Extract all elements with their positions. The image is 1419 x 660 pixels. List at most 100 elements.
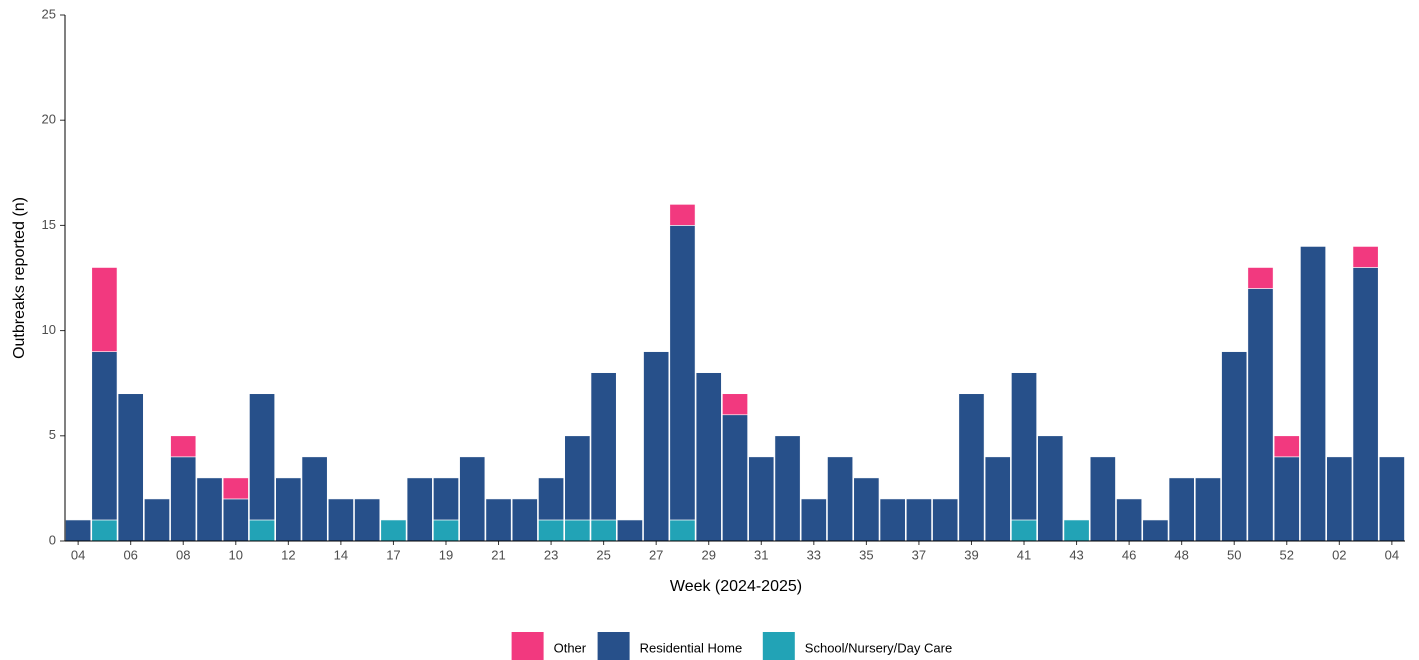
x-tick-label: 10 <box>229 547 243 562</box>
bar-segment <box>1168 477 1195 542</box>
legend-swatch <box>597 632 630 660</box>
bar-segment <box>1037 435 1064 542</box>
bar-segment <box>669 519 696 542</box>
bar-segment <box>1247 267 1274 289</box>
bar-segment <box>196 477 223 542</box>
x-tick-label: 31 <box>754 547 768 562</box>
x-tick-label: 14 <box>334 547 348 562</box>
bar-segment <box>1195 477 1221 542</box>
x-tick-label: 19 <box>439 547 453 562</box>
bar-segment <box>65 519 92 542</box>
bar-segment <box>1221 351 1248 542</box>
bar-segment <box>170 456 197 542</box>
bar-segment <box>1326 456 1353 542</box>
y-tick-label: 0 <box>49 532 56 547</box>
bar-segment <box>905 498 932 542</box>
bar-segment <box>249 519 275 542</box>
x-axis-title: Week (2024-2025) <box>670 578 802 595</box>
bar-segment <box>511 498 538 542</box>
x-tick-label: 21 <box>491 547 505 562</box>
y-tick-label: 15 <box>42 217 56 232</box>
bar-segment <box>590 372 617 521</box>
bar-segment <box>433 519 459 542</box>
y-tick-label: 10 <box>42 322 56 337</box>
y-axis-title: Outbreaks reported (n) <box>11 197 28 359</box>
bar-segment <box>170 435 197 458</box>
x-tick-label: 29 <box>701 547 715 562</box>
bar-segment <box>722 393 748 416</box>
bar-segment <box>1300 246 1326 542</box>
y-tick-label: 5 <box>49 427 56 442</box>
bar-segment <box>958 393 985 542</box>
bar-segment <box>774 435 801 542</box>
x-tick-label: 04 <box>71 547 85 562</box>
x-tick-label: 17 <box>386 547 400 562</box>
bar-segment <box>984 456 1011 542</box>
x-tick-label: 06 <box>123 547 137 562</box>
x-tick-label: 46 <box>1122 547 1136 562</box>
bar-segment <box>275 477 302 542</box>
x-tick-label: 33 <box>807 547 821 562</box>
bar-segment <box>1089 456 1116 542</box>
bar-segment <box>406 477 433 542</box>
bar-segment <box>827 456 854 542</box>
bar-segment <box>433 477 459 521</box>
bar-segment <box>1011 519 1037 542</box>
bar-segment <box>800 498 827 542</box>
x-tick-label: 35 <box>859 547 873 562</box>
x-tick-label: 41 <box>1017 547 1031 562</box>
bar-segment <box>616 519 643 542</box>
bar-segment <box>249 393 275 521</box>
bar-segment <box>222 477 249 500</box>
x-tick-label: 08 <box>176 547 190 562</box>
bar-segment <box>327 498 354 542</box>
bar-segment <box>91 519 118 542</box>
legend-label: School/Nursery/Day Care <box>805 640 952 655</box>
bar-segment <box>748 456 775 542</box>
bar-segment <box>643 351 670 542</box>
y-tick-label: 25 <box>42 6 56 21</box>
bar-segment <box>459 456 486 542</box>
bar-segment <box>91 351 118 521</box>
y-tick-label: 20 <box>42 112 56 127</box>
bar-segment <box>354 498 381 542</box>
bar-segment <box>1378 456 1405 542</box>
legend-swatch <box>762 632 795 660</box>
bar-segment <box>117 393 144 542</box>
bar-segment <box>564 519 591 542</box>
legend-label: Residential Home <box>640 640 743 655</box>
x-tick-label: 43 <box>1069 547 1083 562</box>
x-tick-label: 23 <box>544 547 558 562</box>
x-tick-label: 12 <box>281 547 295 562</box>
bar-segment <box>538 519 565 542</box>
bar-segment <box>1063 519 1090 542</box>
bar-segment <box>1352 246 1379 268</box>
x-tick-label: 04 <box>1385 547 1399 562</box>
bar-segment <box>1116 498 1143 542</box>
bar-segment <box>669 204 696 226</box>
bar-segment <box>222 498 249 542</box>
x-tick-label: 48 <box>1174 547 1188 562</box>
bar-segment <box>485 498 512 542</box>
bar-segment <box>879 498 906 542</box>
bar-segment <box>853 477 880 542</box>
bar-segment <box>564 435 591 521</box>
bar-segment <box>669 225 696 521</box>
bar-segment <box>695 372 722 542</box>
bar-segment <box>301 456 328 542</box>
bar-segment <box>722 414 748 542</box>
bar-segment <box>144 498 170 542</box>
bar-segment <box>1011 372 1037 521</box>
bar-segment <box>1273 456 1300 542</box>
bar-segment <box>590 519 617 542</box>
legend-label: Other <box>554 640 587 655</box>
bar-segment <box>1273 435 1300 458</box>
bar-segment <box>538 477 565 521</box>
x-tick-label: 25 <box>596 547 610 562</box>
bar-segment <box>1247 288 1274 542</box>
bar-segment <box>91 267 118 352</box>
bar-segment <box>1142 519 1169 542</box>
x-tick-label: 27 <box>649 547 663 562</box>
bar-segment <box>380 519 407 542</box>
